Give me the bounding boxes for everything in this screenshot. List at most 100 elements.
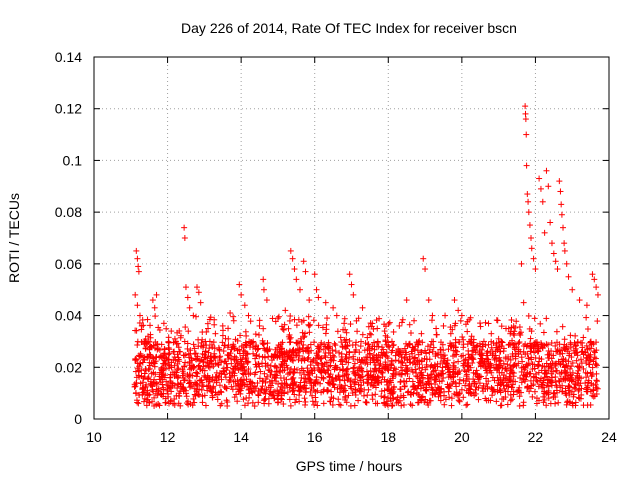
data-point [176,358,183,365]
data-point [168,359,175,366]
data-point [279,326,286,333]
data-point [232,336,239,343]
x-tick-label: 24 [601,429,617,445]
data-point [539,384,546,391]
data-point [181,363,188,370]
data-point [517,332,524,339]
data-point [589,392,596,399]
data-point [202,362,209,369]
data-point [553,384,560,391]
data-point [592,381,599,388]
data-point [132,355,139,362]
data-point [165,344,172,351]
data-point [194,391,201,398]
data-point [141,373,148,380]
data-point [148,378,155,385]
data-point [410,355,417,362]
data-point [304,368,311,375]
data-point [575,387,582,394]
data-point [158,374,165,381]
data-point [336,349,343,356]
data-point [138,373,145,380]
data-point [569,286,576,293]
data-point [483,355,490,362]
data-point [397,371,404,378]
data-point [238,291,245,298]
data-point [466,316,473,323]
data-point [171,354,178,361]
data-point [350,291,357,298]
data-point [361,386,368,393]
data-point [189,402,196,409]
data-point [527,377,534,384]
data-point [414,389,421,396]
data-point [388,357,395,364]
data-point [249,339,256,346]
data-point [164,386,171,393]
data-point [199,350,206,357]
data-point [195,363,202,370]
data-point [237,332,244,339]
data-point [280,326,287,333]
data-point [572,343,579,350]
data-point [301,333,308,340]
data-point [151,402,158,409]
y-tick-label: 0.06 [55,256,82,272]
data-point [418,330,425,337]
data-point [507,356,514,363]
data-point [167,374,174,381]
data-point [553,328,560,335]
data-point [314,402,321,409]
data-point [307,341,314,348]
data-point [378,388,385,395]
data-point [246,344,253,351]
data-point [293,340,300,347]
data-point [427,341,434,348]
data-point [363,357,370,364]
data-point [577,339,584,346]
data-point [278,392,285,399]
data-point [343,351,350,358]
data-point [552,360,559,367]
data-point [199,393,206,400]
data-point [144,375,151,382]
data-point [523,131,530,138]
data-point [298,374,305,381]
data-point [558,211,565,218]
data-point [317,380,324,387]
data-point [399,360,406,367]
data-point [224,364,231,371]
data-point [529,393,536,400]
data-point [247,318,254,325]
data-point [347,402,354,409]
data-point [445,388,452,395]
data-point [351,378,358,385]
data-point [593,390,600,397]
data-point [211,350,218,357]
data-point [466,381,473,388]
data-point [536,355,543,362]
data-point [236,281,243,288]
data-point [552,258,559,265]
data-point [541,388,548,395]
data-point [428,362,435,369]
data-point [392,369,399,376]
data-point [531,349,538,356]
data-point [466,354,473,361]
data-point [356,372,363,379]
data-point [459,333,466,340]
data-point [561,240,568,247]
data-point [276,349,283,356]
data-point [262,379,269,386]
data-point [147,322,154,329]
data-point [381,393,388,400]
data-point [580,334,587,341]
data-point [135,368,142,375]
data-point [565,273,572,280]
data-point [345,359,352,366]
x-tick-label: 18 [380,429,396,445]
data-point [304,356,311,363]
data-point [317,341,324,348]
data-point [494,365,501,372]
data-point [469,355,476,362]
